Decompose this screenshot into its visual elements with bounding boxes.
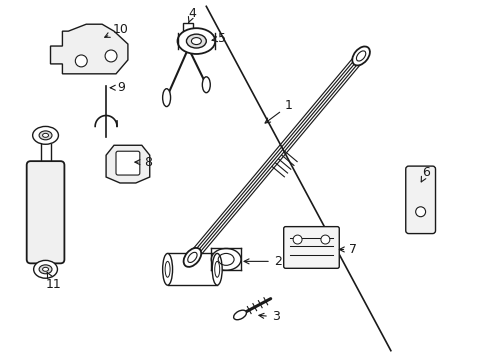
FancyBboxPatch shape [284,227,339,268]
Ellipse shape [43,133,49,137]
Ellipse shape [184,248,201,267]
Ellipse shape [177,28,215,54]
Ellipse shape [43,267,49,271]
Ellipse shape [234,310,246,320]
Ellipse shape [163,253,172,285]
Text: 8: 8 [135,156,152,168]
Ellipse shape [212,253,222,285]
Ellipse shape [163,89,171,107]
Ellipse shape [187,34,206,48]
Ellipse shape [39,131,52,140]
Ellipse shape [34,260,57,278]
Text: 9: 9 [110,81,125,94]
Ellipse shape [192,37,201,45]
Text: 1: 1 [265,99,293,123]
Circle shape [105,50,117,62]
Text: 10: 10 [105,23,129,37]
Ellipse shape [202,77,210,93]
Circle shape [293,235,302,244]
Text: 5: 5 [212,32,226,45]
FancyBboxPatch shape [406,166,436,234]
Text: 11: 11 [46,273,61,291]
FancyBboxPatch shape [26,161,64,264]
Ellipse shape [352,46,370,66]
Polygon shape [106,145,150,183]
Ellipse shape [39,265,52,274]
Circle shape [321,235,330,244]
Text: 4: 4 [189,7,196,23]
Ellipse shape [211,248,241,270]
Text: 6: 6 [421,166,431,182]
Ellipse shape [33,126,58,144]
Text: 7: 7 [339,243,357,256]
FancyBboxPatch shape [116,151,140,175]
Circle shape [75,55,87,67]
Text: 3: 3 [259,310,280,323]
Circle shape [416,207,426,217]
Text: 2: 2 [244,255,282,268]
Bar [183,23,194,33]
Polygon shape [50,24,128,74]
